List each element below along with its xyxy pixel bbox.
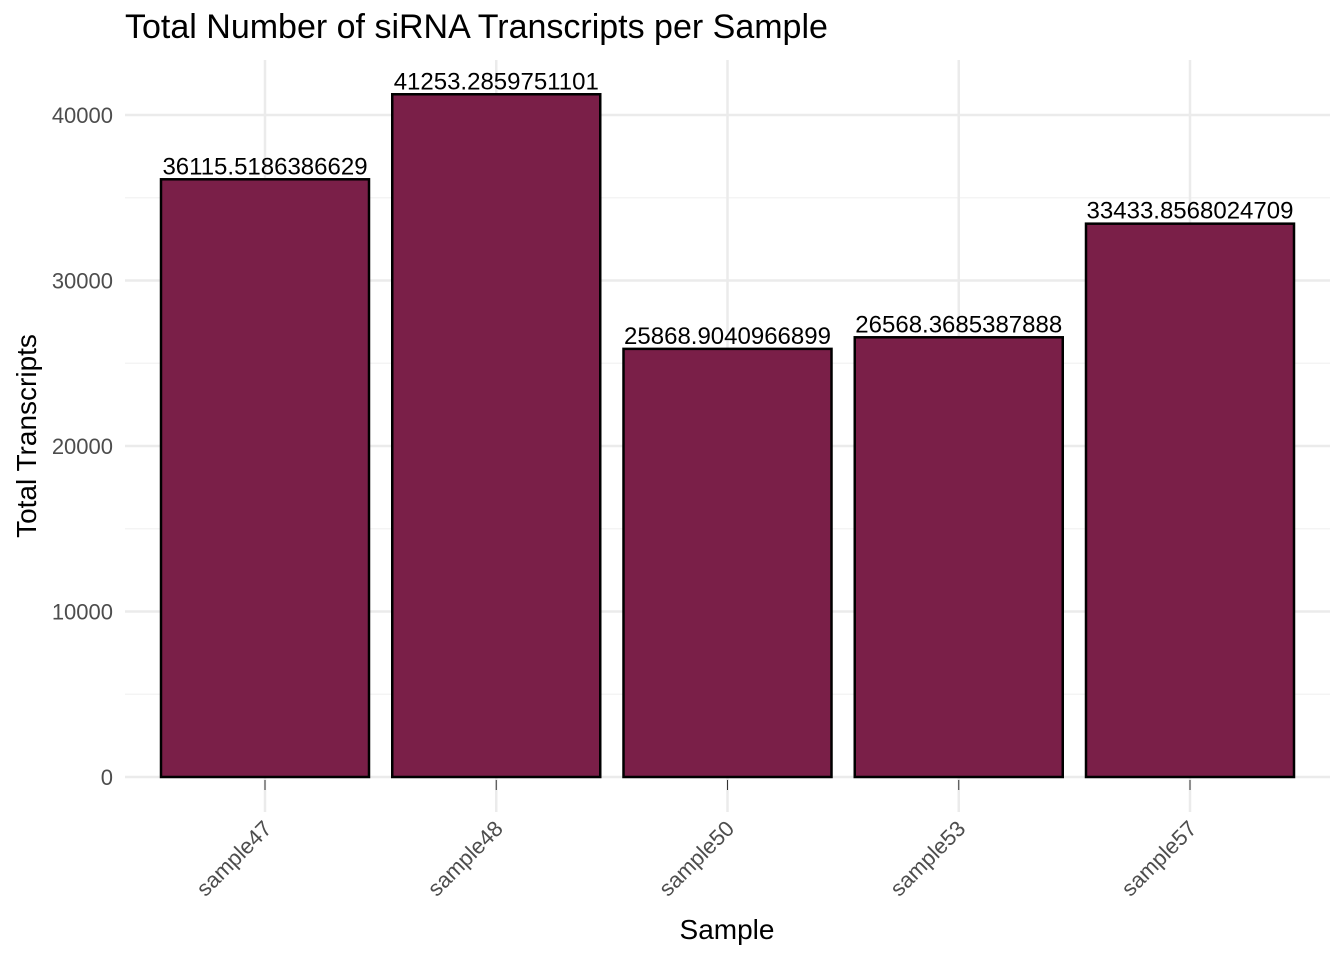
data-label-sample47: 36115.5186386629 xyxy=(162,153,367,180)
data-label-sample48: 41253.2859751101 xyxy=(394,68,599,95)
data-labels: 36115.5186386629 41253.2859751101 25868.90… xyxy=(162,68,1293,350)
bar-sample53 xyxy=(853,336,1064,779)
data-label-sample57: 33433.8568024709 xyxy=(1087,198,1294,225)
x-tick-label-sample50: sample50 xyxy=(654,816,739,901)
data-label-sample50: 25868.9040966899 xyxy=(624,323,831,350)
y-tick-label: 40000 xyxy=(52,103,113,128)
y-tick-label: 30000 xyxy=(52,269,113,294)
x-tick-label-sample48: sample48 xyxy=(423,816,508,901)
bar-sample50 xyxy=(622,347,833,779)
bar-sample48 xyxy=(391,93,602,779)
chart-title: Total Number of siRNA Transcripts per Sa… xyxy=(125,8,828,46)
y-axis-title: Total Transcripts xyxy=(11,334,42,538)
x-axis-ticks: sample47 sample48 sample50 sample53 sample57 xyxy=(191,780,1202,901)
y-tick-label: 10000 xyxy=(52,600,113,625)
y-axis-ticks: 0 10000 20000 30000 40000 xyxy=(52,103,113,790)
x-tick-label-sample53: sample53 xyxy=(885,816,970,901)
x-axis-title: Sample xyxy=(680,914,775,945)
y-tick-label: 0 xyxy=(101,765,113,790)
data-label-sample53: 26568.3685387888 xyxy=(855,311,1062,338)
bar-sample57 xyxy=(1084,222,1296,779)
x-tick-label-sample57: sample57 xyxy=(1116,816,1201,901)
x-tick-label-sample47: sample47 xyxy=(191,816,276,901)
y-tick-label: 20000 xyxy=(52,434,113,459)
bars xyxy=(159,93,1296,779)
bar-sample47 xyxy=(159,178,371,779)
